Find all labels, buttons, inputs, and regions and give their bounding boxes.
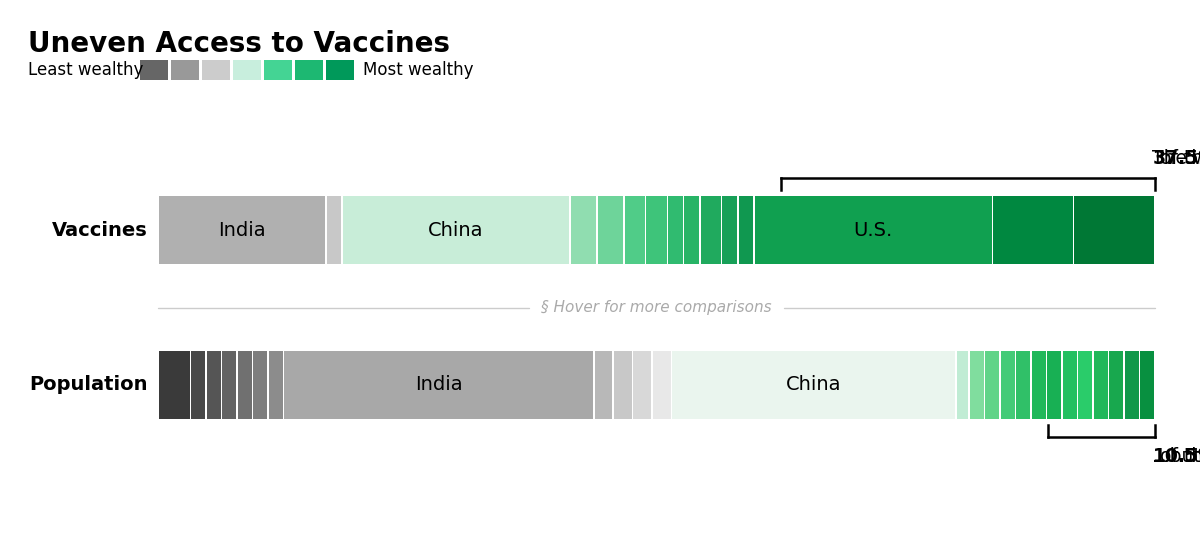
Bar — [755, 196, 991, 264]
Bar — [614, 351, 632, 419]
Text: China: China — [786, 375, 841, 395]
Text: The wealthiest 27 countries have: The wealthiest 27 countries have — [1152, 149, 1200, 168]
Text: Population: Population — [30, 375, 148, 395]
Bar — [594, 351, 612, 419]
Text: 37.5%: 37.5% — [1153, 149, 1200, 168]
Bar — [326, 196, 342, 264]
Bar — [1078, 351, 1092, 419]
Bar — [233, 60, 262, 80]
Bar — [1016, 351, 1030, 419]
Bar — [1093, 351, 1108, 419]
Bar — [253, 351, 268, 419]
Text: of the world’s population: of the world’s population — [1154, 447, 1200, 466]
Bar — [1109, 351, 1123, 419]
Bar — [326, 60, 354, 80]
Bar — [1074, 196, 1154, 264]
Bar — [158, 196, 325, 264]
Text: India: India — [218, 220, 265, 240]
Bar — [1001, 351, 1014, 419]
Bar — [1124, 351, 1139, 419]
Bar — [222, 351, 236, 419]
Bar — [672, 351, 955, 419]
Bar — [295, 60, 323, 80]
Bar — [191, 351, 205, 419]
Bar — [722, 196, 737, 264]
Bar — [956, 351, 968, 419]
Bar — [284, 351, 593, 419]
Bar — [1063, 351, 1076, 419]
Text: India: India — [415, 375, 462, 395]
Bar — [570, 196, 596, 264]
Text: of the vaccinations...: of the vaccinations... — [1154, 149, 1200, 168]
Bar — [1048, 351, 1061, 419]
Bar — [1140, 351, 1154, 419]
Text: 10.5%: 10.5% — [1153, 447, 1200, 466]
Text: ...but: ...but — [1152, 447, 1200, 466]
Bar — [343, 196, 569, 264]
Bar — [985, 351, 1000, 419]
Bar — [269, 351, 283, 419]
Bar — [684, 196, 700, 264]
Bar — [1032, 351, 1045, 419]
Bar — [238, 351, 252, 419]
Bar — [647, 196, 666, 264]
Bar — [738, 196, 754, 264]
Bar — [202, 60, 230, 80]
Bar — [625, 196, 644, 264]
Bar — [264, 60, 292, 80]
Text: § Hover for more comparisons: § Hover for more comparisons — [541, 300, 772, 315]
Bar — [653, 351, 671, 419]
Bar — [668, 196, 683, 264]
Bar — [158, 351, 190, 419]
Text: China: China — [428, 220, 484, 240]
Text: Uneven Access to Vaccines: Uneven Access to Vaccines — [28, 30, 450, 58]
Bar — [206, 351, 221, 419]
Text: Most wealthy: Most wealthy — [364, 61, 474, 79]
Bar — [598, 196, 623, 264]
Bar — [172, 60, 199, 80]
Bar — [970, 351, 984, 419]
Text: U.S.: U.S. — [853, 220, 893, 240]
Text: Least wealthy: Least wealthy — [28, 61, 143, 79]
Bar — [701, 196, 721, 264]
Text: Vaccines: Vaccines — [53, 220, 148, 240]
Bar — [634, 351, 652, 419]
Bar — [140, 60, 168, 80]
Bar — [994, 196, 1073, 264]
